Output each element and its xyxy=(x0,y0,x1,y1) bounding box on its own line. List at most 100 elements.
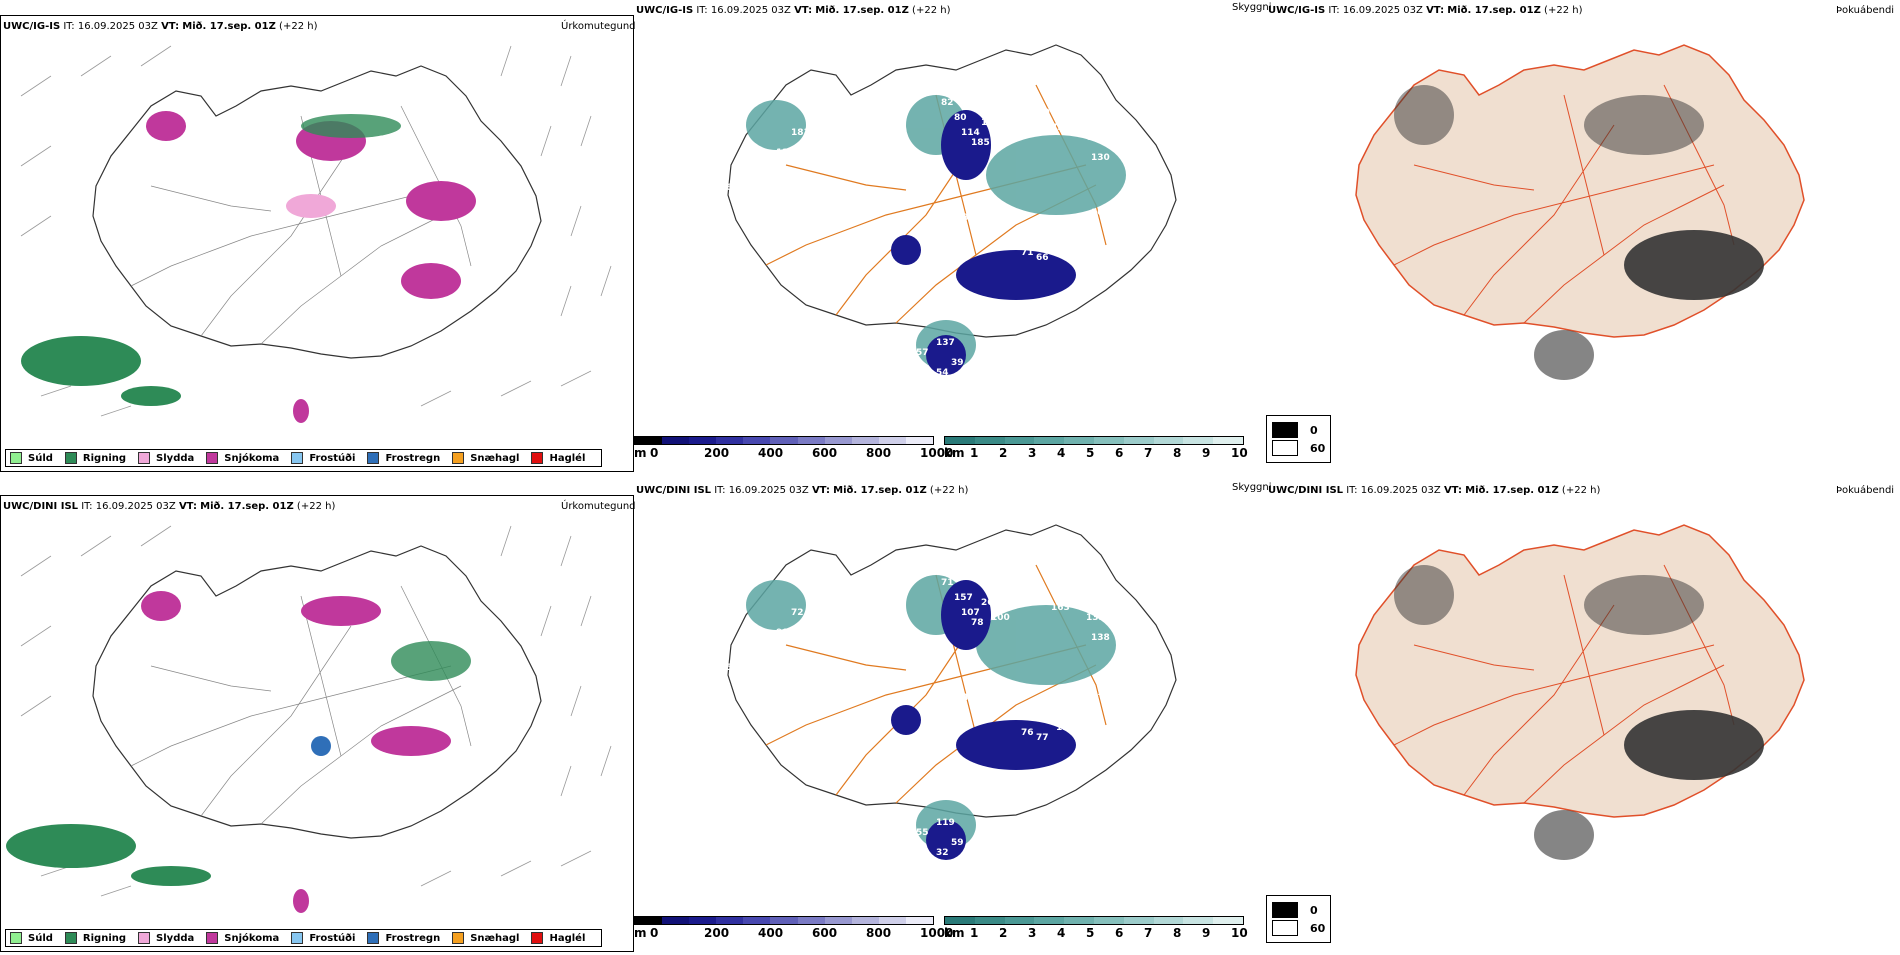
precip-type-panel: UWC/DINI ISL IT: 16.09.2025 03Z VT: Mið.… xyxy=(0,495,636,952)
colorbar-tick: 5 xyxy=(1086,446,1095,460)
cloud-base-label: 54 xyxy=(1011,713,1024,723)
legend-label: Súld xyxy=(28,932,53,944)
colorbar-segment xyxy=(824,917,852,924)
colorbar-tick: 7 xyxy=(1144,926,1153,940)
cloud-base-label: 12 xyxy=(776,148,789,158)
cloud-base-label: 185 xyxy=(971,138,990,148)
legend-label: Rigning xyxy=(82,452,127,464)
colorbar-segment xyxy=(974,917,1005,924)
legend-item-4: Frostúði xyxy=(291,932,355,944)
cloud-base-label: 86 xyxy=(1056,243,1069,253)
legend-item-2: Slydda xyxy=(138,932,194,944)
panel-header: UWC/DINI ISL IT: 16.09.2025 03Z VT: Mið.… xyxy=(636,485,969,496)
legend-label: Haglél xyxy=(549,452,586,464)
legend-item-0: Súld xyxy=(10,452,53,464)
legend-item-1: Rigning xyxy=(64,932,127,944)
cloud-base-label: 26 xyxy=(981,598,994,608)
colorbar-unit: km xyxy=(944,446,965,460)
legend-item-2: Slydda xyxy=(138,452,194,464)
legend-swatch xyxy=(531,932,544,944)
cloud-base-label: 59 xyxy=(951,838,964,848)
cloud-base-label: 548 xyxy=(796,98,815,108)
cloud-labels: 1075495489018173669282801141851421281707… xyxy=(726,53,1110,378)
colorbar-tick: 1 xyxy=(970,446,979,460)
colorbar-tick: 5 xyxy=(1086,926,1095,940)
cloud-base-label: 54 xyxy=(936,368,949,378)
fog-panel: UWC/IG-IS IT: 16.09.2025 03Z VT: Mið. 17… xyxy=(1266,0,1898,465)
colorbar-segment xyxy=(797,917,825,924)
legend-swatch xyxy=(452,932,465,944)
cloud-base-label: 230 xyxy=(1011,233,1030,243)
cloud-base-label: 32 xyxy=(936,848,949,858)
colorbar-unit: m xyxy=(634,926,647,940)
precip-type-panel: UWC/IG-IS IT: 16.09.2025 03Z VT: Mið. 17… xyxy=(0,15,636,472)
model-row-2: UWC/DINI ISL IT: 16.09.2025 03Z VT: Mið.… xyxy=(0,480,1900,955)
panel-title: Skyggni xyxy=(1232,2,1272,13)
cloud-base-label: 100 xyxy=(991,613,1010,623)
colorbar-segment xyxy=(743,917,771,924)
cloud-base-label: 82 xyxy=(941,98,954,108)
legend-swatch xyxy=(531,452,544,464)
cloud-base-label: 40 xyxy=(1031,588,1044,598)
fog-legend-item: 60 xyxy=(1272,920,1325,936)
fog-panel: UWC/DINI ISL IT: 16.09.2025 03Z VT: Mið.… xyxy=(1266,480,1898,945)
cloud-base-label: 69 xyxy=(1076,718,1089,728)
wind-barbs xyxy=(20,45,612,417)
colorbar-tick: 3 xyxy=(1028,446,1037,460)
cloud-base-colorbar: m 0 200 400 600 800 1000 xyxy=(634,436,953,460)
legend-label: Snjókoma xyxy=(224,452,280,464)
colorbar-segment xyxy=(1064,437,1094,444)
cloud-base-label: 68 xyxy=(746,683,759,693)
colorbar-segment xyxy=(1064,917,1094,924)
fog-value: 0 xyxy=(1310,903,1318,917)
colorbar-tick: 4 xyxy=(1057,926,1066,940)
cloud-base-label: 128 xyxy=(991,133,1010,143)
fog-swatch xyxy=(1272,422,1298,438)
cloud-base-label: 39 xyxy=(951,358,964,368)
colorbar-segment xyxy=(770,917,798,924)
precip-map xyxy=(20,45,612,423)
fog-shading xyxy=(1394,85,1764,380)
fog-value: 0 xyxy=(1310,423,1318,437)
fog-swatch xyxy=(1272,440,1298,456)
colorbar-tick: 7 xyxy=(1144,446,1153,460)
colorbar-segment xyxy=(1153,917,1184,924)
cloud-base-label: 107 xyxy=(961,608,980,618)
colorbar-segment xyxy=(662,917,690,924)
panel-title: Úrkomutegund xyxy=(561,501,636,512)
cloud-base-label: 71 xyxy=(1021,248,1034,258)
colorbar-tick: 10 xyxy=(1231,446,1248,460)
legend-item-6: Snæhagl xyxy=(452,452,519,464)
legend-item-5: Frostregn xyxy=(367,932,440,944)
cloud-base-label: 142 xyxy=(981,118,1000,128)
cloud-base-label: 66 xyxy=(1036,253,1049,263)
panel-header: UWC/IG-IS IT: 16.09.2025 03Z VT: Mið. 17… xyxy=(1268,5,1583,16)
panel-header: UWC/DINI ISL IT: 16.09.2025 03Z VT: Mið.… xyxy=(1268,485,1601,496)
cloud-base-label: 77 xyxy=(1036,733,1049,743)
legend-item-3: Snjókoma xyxy=(206,452,279,464)
precip-legend: Súld Rigning Slydda Snjókoma Frostúði Frostre… xyxy=(5,449,603,467)
colorbar-segment xyxy=(1034,917,1065,924)
colorbar-tick: 4 xyxy=(1057,446,1066,460)
legend-swatch xyxy=(367,932,380,944)
cloud-base-label: 75 xyxy=(761,648,774,658)
precip-areas xyxy=(6,591,471,913)
legend-label: Rigning xyxy=(82,932,127,944)
cloud-base-areas xyxy=(891,580,1076,860)
colorbar-segment xyxy=(1123,917,1154,924)
legend-swatch xyxy=(10,932,22,944)
colorbar-tick: 3 xyxy=(1028,926,1037,940)
colorbar-tick: 800 xyxy=(866,926,892,940)
colorbar-segment xyxy=(851,917,879,924)
cloud-base-label: 82 xyxy=(936,563,949,573)
colorbar-segment xyxy=(797,437,825,444)
cloud-base-label: 137 xyxy=(936,338,955,348)
legend-item-5: Frostregn xyxy=(367,452,440,464)
cloud-base-areas xyxy=(891,110,1076,375)
cloud-base-label: 57 xyxy=(916,348,929,358)
colorbar-tick: 0 xyxy=(650,926,659,940)
cloud-base-label: 6 xyxy=(726,183,732,193)
colorbar-tick: 600 xyxy=(812,446,838,460)
cloud-base-label: 92 xyxy=(936,83,949,93)
colorbar-segment xyxy=(743,437,771,444)
